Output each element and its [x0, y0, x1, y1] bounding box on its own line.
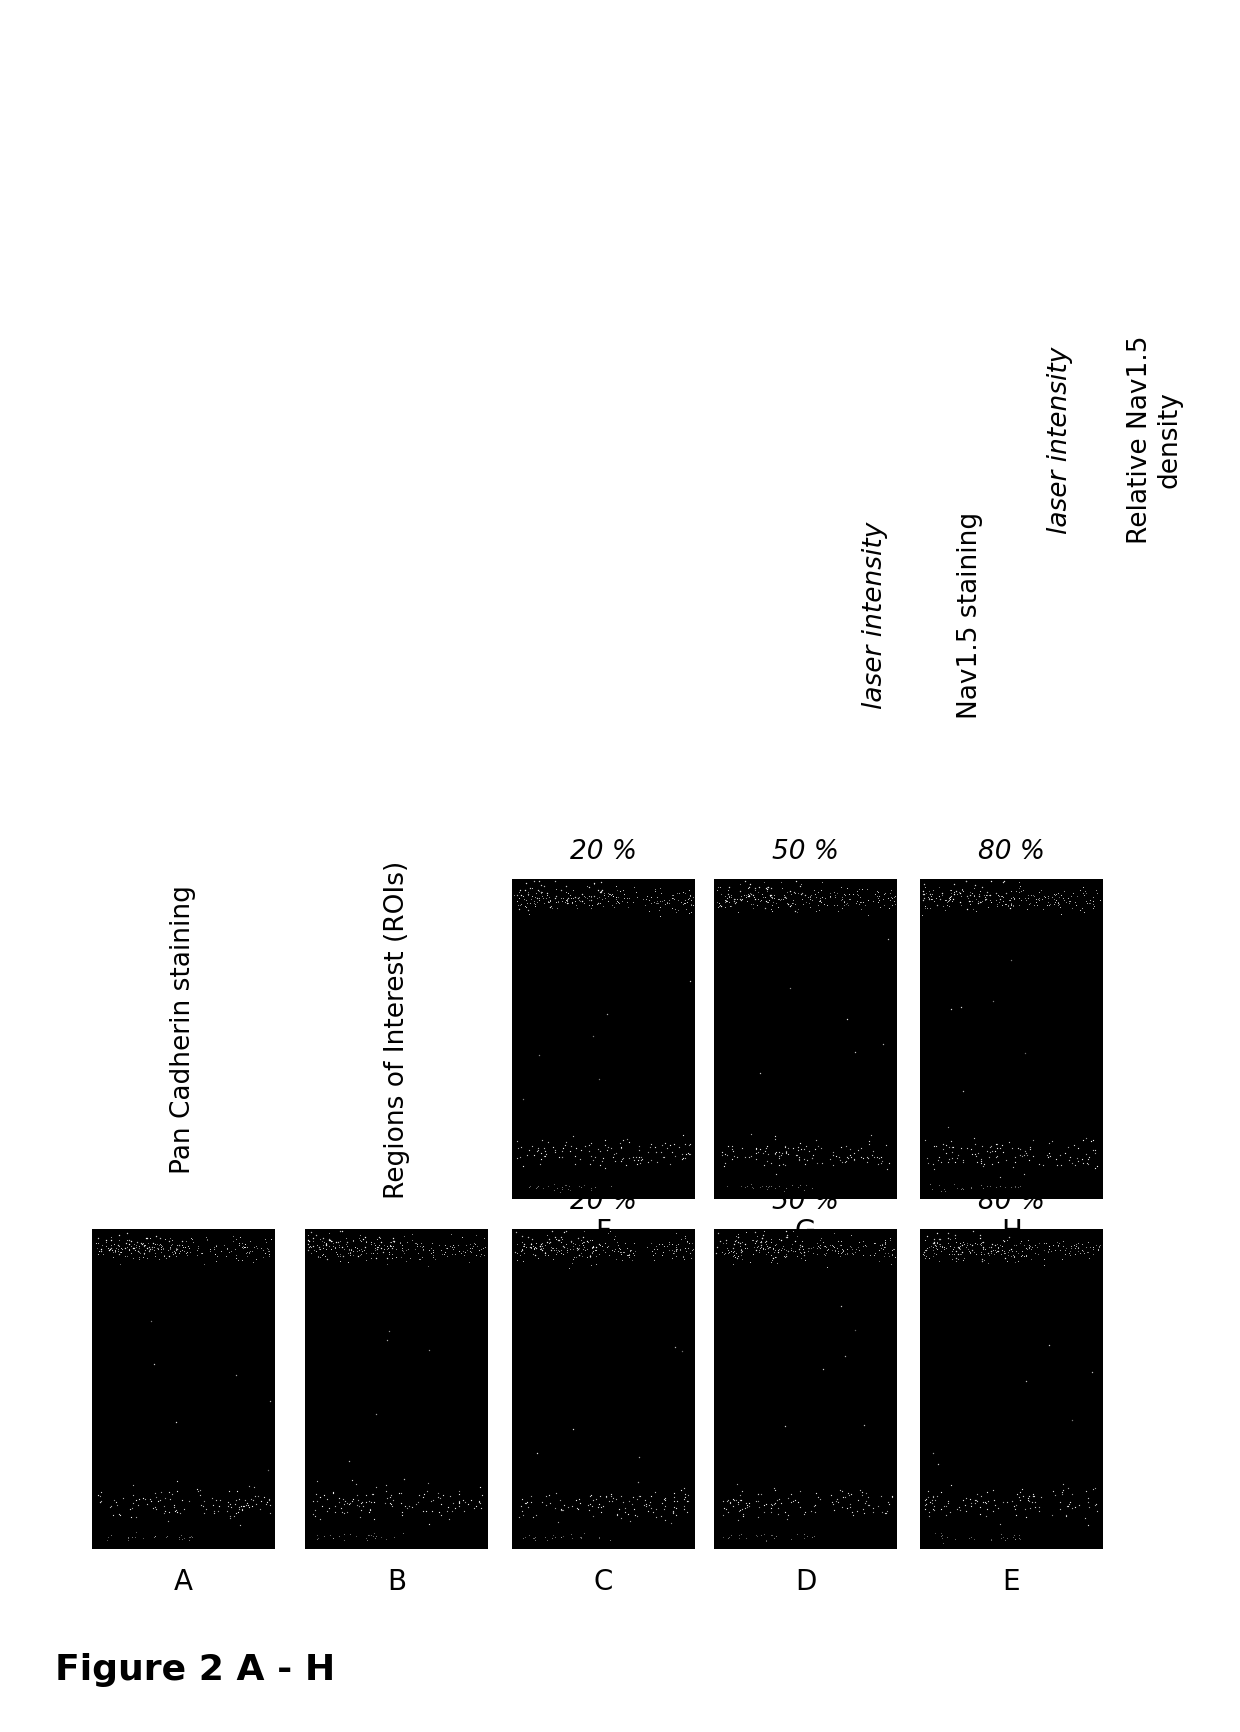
- Bar: [714, 880, 897, 1199]
- Bar: [714, 1230, 897, 1548]
- Text: F: F: [595, 1218, 611, 1245]
- Text: 80 %: 80 %: [978, 838, 1045, 864]
- Text: Pan Cadherin staining: Pan Cadherin staining: [171, 885, 196, 1174]
- Text: 80 %: 80 %: [978, 1188, 1045, 1214]
- Text: H: H: [1001, 1218, 1022, 1245]
- Text: D: D: [795, 1567, 816, 1595]
- Text: laser intensity: laser intensity: [862, 521, 888, 708]
- Bar: [92, 1230, 275, 1548]
- Text: A: A: [174, 1567, 193, 1595]
- Text: laser intensity: laser intensity: [1047, 346, 1073, 533]
- Text: E: E: [1003, 1567, 1021, 1595]
- Text: 50 %: 50 %: [773, 1188, 839, 1214]
- Bar: [512, 880, 694, 1199]
- Text: 20 %: 20 %: [570, 838, 637, 864]
- Bar: [920, 880, 1104, 1199]
- Text: 50 %: 50 %: [773, 838, 839, 864]
- Bar: [512, 1230, 694, 1548]
- Text: Regions of Interest (ROIs): Regions of Interest (ROIs): [383, 861, 409, 1199]
- Text: Figure 2 A - H: Figure 2 A - H: [55, 1652, 335, 1685]
- Text: B: B: [387, 1567, 405, 1595]
- Text: Relative Nav1.5
density: Relative Nav1.5 density: [1127, 336, 1183, 544]
- Text: 20 %: 20 %: [570, 1188, 637, 1214]
- Text: G: G: [795, 1218, 816, 1245]
- Text: C: C: [594, 1567, 614, 1595]
- Bar: [305, 1230, 489, 1548]
- Text: Nav1.5 staining: Nav1.5 staining: [957, 511, 983, 719]
- Bar: [920, 1230, 1104, 1548]
